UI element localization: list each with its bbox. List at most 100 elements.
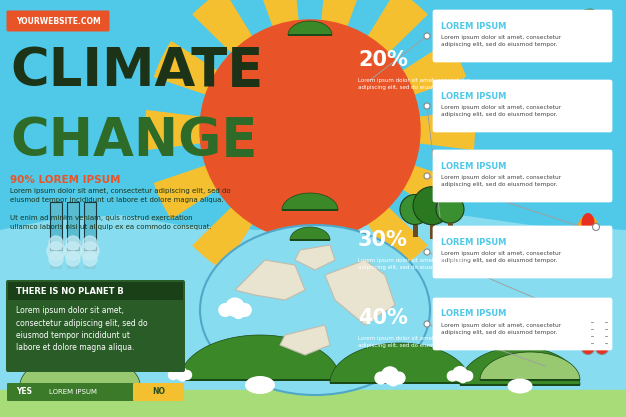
Bar — [587, 325, 590, 343]
Wedge shape — [254, 0, 310, 130]
FancyBboxPatch shape — [433, 80, 612, 132]
Circle shape — [424, 321, 430, 327]
Ellipse shape — [200, 225, 430, 395]
FancyBboxPatch shape — [433, 298, 612, 350]
Polygon shape — [235, 260, 305, 300]
Bar — [67, 328, 75, 335]
Text: 20%: 20% — [358, 50, 408, 70]
Circle shape — [233, 307, 244, 319]
Text: Lorem ipsum dolor sit amet, consectetur
adipiscing elit, sed do eiusmod tempor.: Lorem ipsum dolor sit amet, consectetur … — [441, 175, 561, 186]
Polygon shape — [282, 193, 338, 210]
Wedge shape — [192, 0, 310, 130]
Ellipse shape — [576, 14, 594, 26]
Circle shape — [458, 374, 467, 383]
Bar — [45, 295, 105, 360]
Text: THERE IS NO PLANET B: THERE IS NO PLANET B — [16, 286, 124, 296]
Circle shape — [592, 224, 600, 231]
Circle shape — [138, 290, 162, 313]
FancyBboxPatch shape — [6, 280, 185, 372]
Polygon shape — [180, 335, 340, 380]
Circle shape — [226, 298, 244, 317]
Circle shape — [130, 297, 145, 313]
Text: LOREM IPSUM: LOREM IPSUM — [441, 238, 506, 246]
Polygon shape — [330, 343, 470, 383]
Text: Lorem ipsum dolor sit amet, consectetur
adipiscing elit, sed do eiusmod tempor.: Lorem ipsum dolor sit amet, consectetur … — [358, 336, 470, 348]
Circle shape — [424, 33, 430, 39]
Circle shape — [595, 342, 608, 354]
Circle shape — [147, 301, 162, 316]
Bar — [67, 265, 79, 269]
Circle shape — [239, 304, 251, 317]
Bar — [53, 313, 61, 320]
Text: YES: YES — [16, 387, 32, 397]
FancyBboxPatch shape — [6, 10, 110, 32]
Circle shape — [400, 194, 430, 224]
Wedge shape — [154, 130, 310, 219]
Polygon shape — [0, 210, 626, 417]
Circle shape — [219, 304, 232, 317]
Ellipse shape — [572, 27, 592, 39]
Circle shape — [168, 370, 178, 379]
Text: Lorem ipsum dolor sit amet, consectetur
adipiscing elit, sed do eiusmod tempor.: Lorem ipsum dolor sit amet, consectetur … — [441, 323, 561, 334]
Ellipse shape — [588, 19, 608, 35]
Circle shape — [81, 242, 99, 260]
Circle shape — [393, 372, 405, 384]
FancyBboxPatch shape — [7, 383, 135, 401]
Circle shape — [47, 242, 65, 260]
Bar — [84, 265, 96, 269]
Wedge shape — [310, 130, 366, 294]
Text: CLIMATE: CLIMATE — [10, 45, 264, 97]
Wedge shape — [154, 41, 310, 130]
Text: LOREM IPSUM: LOREM IPSUM — [441, 22, 506, 30]
FancyBboxPatch shape — [433, 226, 612, 278]
Bar — [81, 313, 89, 320]
Circle shape — [155, 297, 171, 313]
Wedge shape — [254, 130, 310, 294]
Ellipse shape — [245, 376, 275, 394]
Wedge shape — [192, 130, 310, 271]
Wedge shape — [310, 0, 428, 130]
Wedge shape — [145, 110, 310, 150]
Circle shape — [66, 236, 80, 250]
Circle shape — [64, 242, 82, 260]
Text: LOREM IPSUM: LOREM IPSUM — [49, 389, 97, 395]
Circle shape — [388, 375, 399, 386]
Circle shape — [582, 342, 595, 354]
Ellipse shape — [508, 379, 533, 394]
Bar — [67, 313, 75, 320]
Text: YOURWEBSITE.COM: YOURWEBSITE.COM — [16, 17, 100, 25]
Text: Lorem ipsum dolor sit amet, consectetur
adipiscing elit, sed do eiusmod tempor.: Lorem ipsum dolor sit amet, consectetur … — [441, 35, 561, 47]
Bar — [8, 282, 183, 300]
Wedge shape — [310, 130, 466, 219]
Text: LOREM IPSUM: LOREM IPSUM — [441, 91, 506, 100]
Bar — [84, 202, 96, 250]
Circle shape — [375, 372, 387, 384]
Bar — [53, 328, 61, 335]
Circle shape — [448, 371, 457, 381]
Circle shape — [83, 252, 97, 266]
Circle shape — [424, 173, 430, 179]
Text: NO: NO — [152, 387, 165, 397]
Wedge shape — [310, 0, 366, 130]
Bar — [67, 280, 79, 284]
Text: 40%: 40% — [358, 308, 408, 328]
Bar — [95, 328, 103, 335]
Ellipse shape — [579, 9, 595, 17]
Bar — [95, 313, 103, 320]
Polygon shape — [288, 21, 332, 35]
Circle shape — [382, 367, 399, 384]
Bar — [448, 223, 453, 235]
Polygon shape — [280, 325, 330, 355]
Wedge shape — [310, 130, 428, 271]
Text: Lorem ipsum dolor sit amet, consectetur adipiscing elit, sed do
eiusmod tempor i: Lorem ipsum dolor sit amet, consectetur … — [10, 188, 230, 203]
Circle shape — [200, 20, 420, 240]
Circle shape — [436, 195, 464, 223]
Circle shape — [424, 249, 430, 255]
Bar — [429, 225, 434, 239]
Text: Lorem ipsum dolor sit amet, consectetur
adipiscing elit, sed do eiusmod tempor.: Lorem ipsum dolor sit amet, consectetur … — [358, 258, 470, 270]
Ellipse shape — [577, 215, 599, 245]
FancyBboxPatch shape — [433, 10, 612, 62]
Wedge shape — [310, 41, 466, 130]
Polygon shape — [460, 347, 580, 385]
Text: Lorem ipsum dolor sit amet, consectetur
adipiscing elit, sed do eiusmod tempor.: Lorem ipsum dolor sit amet, consectetur … — [441, 105, 561, 117]
